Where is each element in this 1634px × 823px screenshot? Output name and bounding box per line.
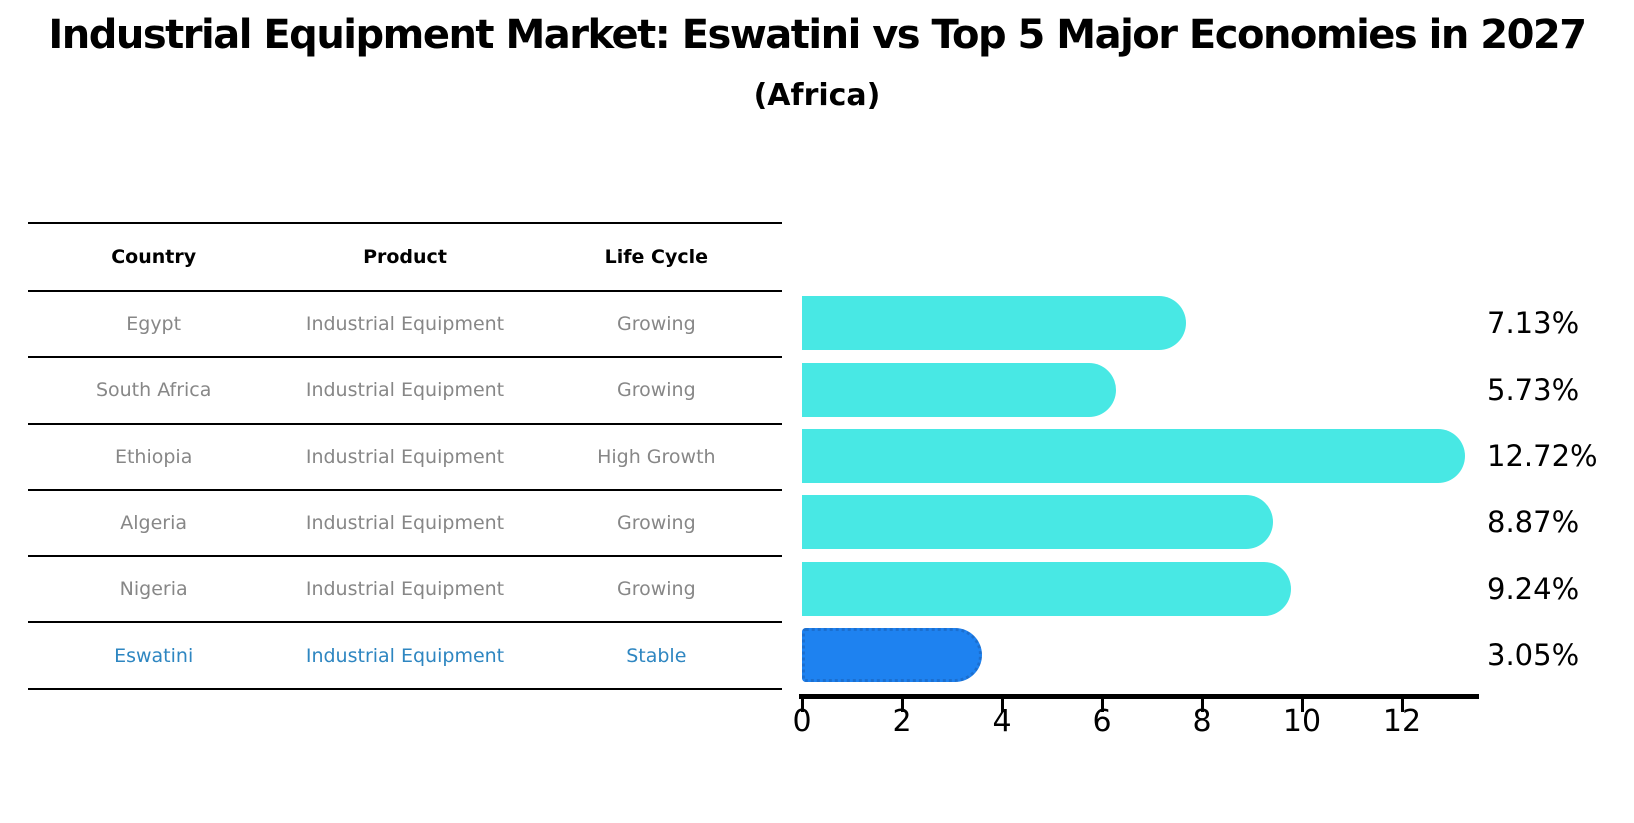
cell-country: Nigeria (119, 578, 188, 601)
table-row: Egypt Industrial Equipment Growing (28, 292, 782, 359)
cell-life-cycle: Stable (626, 644, 687, 667)
value-label: 12.72% (1487, 438, 1598, 473)
x-axis-tick (1200, 699, 1204, 712)
bar-eswatini (802, 627, 982, 682)
cell-country: Egypt (126, 313, 182, 336)
bar-egypt (802, 296, 1186, 351)
column-header-country: Country (111, 246, 197, 268)
x-axis-tick (1100, 699, 1104, 712)
column-header-product: Product (363, 246, 447, 268)
cell-country: Ethiopia (114, 445, 193, 468)
x-axis-tick-label: 6 (1092, 704, 1112, 739)
bar-algeria (802, 495, 1273, 550)
cell-country: South Africa (95, 379, 212, 402)
bar-south-africa (802, 362, 1116, 417)
cell-product: Industrial Equipment (305, 313, 505, 336)
cell-country: Algeria (120, 512, 188, 535)
table-header-row: Country Product Life Cycle (28, 224, 782, 292)
x-axis-tick (1400, 699, 1404, 712)
x-axis-tick (800, 699, 804, 712)
table-body: Egypt Industrial Equipment Growing South Af… (28, 292, 782, 690)
chart-subtitle: (Africa) (753, 78, 881, 113)
column-header-life-cycle: Life Cycle (604, 246, 709, 268)
x-axis-tick-label: 10 (1282, 704, 1322, 739)
chart-title: Industrial Equipment Market: Eswatini vs… (48, 12, 1587, 58)
table-row: Algeria Industrial Equipment Growing (28, 491, 782, 558)
x-axis-tick-label: 2 (892, 704, 912, 739)
cell-life-cycle: High Growth (597, 445, 716, 468)
cell-life-cycle: Growing (616, 379, 696, 402)
table-row: Eswatini Industrial Equipment Stable (28, 623, 782, 690)
x-axis-tick-label: 4 (992, 704, 1012, 739)
x-axis-tick (1300, 699, 1304, 712)
x-axis-tick (1000, 699, 1004, 712)
cell-product: Industrial Equipment (305, 512, 505, 535)
x-axis-tick-label: 0 (792, 704, 812, 739)
x-axis-line (799, 694, 1479, 699)
value-label: 7.13% (1487, 306, 1580, 341)
cell-product: Industrial Equipment (305, 644, 505, 667)
cell-life-cycle: Growing (616, 512, 696, 535)
table-row: Nigeria Industrial Equipment Growing (28, 557, 782, 624)
value-label: 5.73% (1487, 372, 1580, 407)
x-axis-tick (900, 699, 904, 712)
cell-product: Industrial Equipment (305, 445, 505, 468)
cell-product: Industrial Equipment (305, 578, 505, 601)
value-label: 8.87% (1487, 505, 1580, 540)
x-axis-tick-label: 12 (1382, 704, 1422, 739)
cell-country: Eswatini (114, 644, 194, 667)
cell-life-cycle: Growing (616, 578, 696, 601)
data-table: Country Product Life Cycle Egypt Industri… (28, 222, 782, 690)
value-label: 3.05% (1487, 637, 1580, 672)
cell-product: Industrial Equipment (305, 379, 505, 402)
x-axis-tick-label: 8 (1192, 704, 1212, 739)
cell-life-cycle: Growing (616, 313, 696, 336)
bar-ethiopia (802, 428, 1465, 483)
bar-nigeria (802, 561, 1291, 616)
value-label: 9.24% (1487, 571, 1580, 606)
table-row: South Africa Industrial Equipment Growing (28, 358, 782, 425)
table-row: Ethiopia Industrial Equipment High Growth (28, 425, 782, 491)
